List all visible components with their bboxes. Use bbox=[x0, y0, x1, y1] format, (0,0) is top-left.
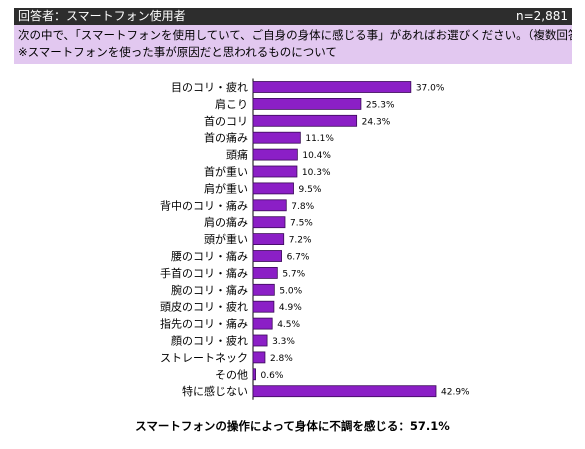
value-label: 24.3% bbox=[362, 117, 391, 127]
bar bbox=[252, 148, 298, 161]
bar bbox=[252, 351, 266, 364]
category-label: 頭痛 bbox=[226, 148, 248, 162]
value-label: 6.7% bbox=[287, 253, 310, 263]
category-label: 手首のコリ・痛み bbox=[160, 266, 248, 280]
value-label: 11.1% bbox=[305, 134, 334, 144]
bar bbox=[252, 283, 275, 296]
category-label: 背中のコリ・痛み bbox=[160, 198, 248, 212]
bar bbox=[252, 250, 282, 262]
value-label: 10.4% bbox=[302, 151, 331, 161]
category-label: 肩が重い bbox=[204, 181, 248, 195]
sample-size: n=2,881 bbox=[515, 9, 568, 23]
bar bbox=[252, 114, 358, 127]
bar bbox=[252, 216, 286, 229]
value-label: 7.8% bbox=[291, 202, 314, 212]
respondent-label: 回答者：スマートフォン使用者 bbox=[18, 9, 186, 23]
category-label: 頭皮のコリ・疲れ bbox=[160, 300, 248, 314]
value-label: 0.6% bbox=[261, 371, 284, 381]
value-label: 4.5% bbox=[277, 320, 300, 330]
bar bbox=[252, 317, 273, 330]
category-label: 首のコリ bbox=[204, 114, 248, 128]
value-label: 7.2% bbox=[289, 236, 312, 246]
bar bbox=[252, 334, 268, 347]
value-label: 7.5% bbox=[290, 219, 313, 229]
value-label: 37.0% bbox=[416, 84, 445, 94]
category-label: ストレートネック bbox=[160, 351, 248, 364]
value-label: 4.9% bbox=[279, 303, 302, 313]
question-note: ※スマートフォンを使った事が原因だと思われるものについて bbox=[18, 45, 337, 59]
summary-text: スマートフォンの操作によって身体に不調を感じる：57.1% bbox=[135, 419, 450, 433]
category-label: 頭が重い bbox=[204, 232, 248, 246]
question-box: 次の中で、「スマートフォンを使用していて、ご自身の身体に感じる事」があればお選び… bbox=[14, 25, 572, 64]
category-label: 指先のコリ・痛み bbox=[160, 317, 248, 331]
category-label: 特に感じない bbox=[182, 384, 248, 398]
value-label: 3.3% bbox=[272, 337, 295, 347]
value-label: 5.7% bbox=[282, 269, 305, 279]
bar bbox=[252, 199, 287, 212]
category-label: 首の痛み bbox=[204, 131, 248, 145]
value-label: 5.0% bbox=[279, 286, 302, 296]
value-label: 10.3% bbox=[302, 168, 331, 178]
category-label: 腕のコリ・痛み bbox=[171, 283, 248, 297]
bar bbox=[252, 182, 294, 195]
bar bbox=[252, 300, 275, 313]
category-label: 目のコリ・疲れ bbox=[171, 80, 248, 94]
bar bbox=[252, 81, 412, 93]
value-label: 9.5% bbox=[299, 185, 322, 195]
category-label: 肩の痛み bbox=[204, 215, 248, 229]
bar bbox=[252, 98, 362, 110]
bar bbox=[252, 165, 298, 178]
value-label: 25.3% bbox=[366, 100, 395, 110]
value-label: 2.8% bbox=[270, 354, 293, 364]
value-label: 42.9% bbox=[441, 388, 470, 398]
category-label: その他 bbox=[215, 368, 248, 381]
respondent-header: 回答者：スマートフォン使用者 n=2,881 bbox=[14, 8, 572, 25]
category-label: 肩こり bbox=[215, 97, 248, 111]
question-text: 次の中で、「スマートフォンを使用していて、ご自身の身体に感じる事」があればお選び… bbox=[18, 28, 572, 42]
category-label: 首が重い bbox=[204, 165, 248, 179]
category-label: 顔のコリ・疲れ bbox=[171, 334, 248, 348]
bar bbox=[252, 368, 256, 381]
category-label: 腰のコリ・痛み bbox=[171, 249, 248, 263]
bar bbox=[252, 385, 437, 398]
bar bbox=[252, 233, 285, 246]
bar bbox=[252, 131, 301, 144]
bar bbox=[252, 266, 278, 279]
